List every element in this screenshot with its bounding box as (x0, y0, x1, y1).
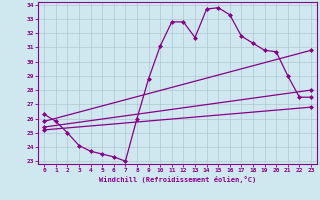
X-axis label: Windchill (Refroidissement éolien,°C): Windchill (Refroidissement éolien,°C) (99, 176, 256, 183)
